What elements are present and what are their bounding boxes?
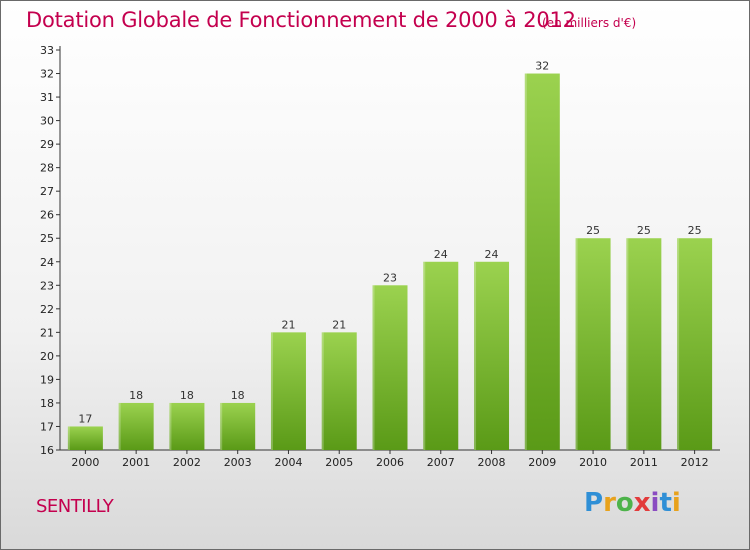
y-axis: 16 17 18 19 20 21 22 23 24 25 26 27 28 29 30 31 32 33 bbox=[40, 44, 61, 457]
bar-2008 bbox=[474, 261, 510, 450]
logo-letter: x bbox=[633, 488, 651, 518]
bar-highlight bbox=[474, 261, 477, 450]
y-tick-label: 33 bbox=[40, 44, 54, 57]
bar-highlight bbox=[626, 238, 629, 450]
bar-highlight bbox=[372, 285, 375, 450]
logo-letter: i bbox=[671, 488, 681, 518]
bar-highlight bbox=[169, 402, 172, 450]
bar-value-label: 25 bbox=[586, 224, 600, 237]
bar-2010 bbox=[575, 238, 611, 450]
x-tick-label: 2005 bbox=[325, 456, 353, 469]
y-tick-label: 17 bbox=[40, 420, 54, 433]
bar-2012 bbox=[677, 238, 713, 450]
logo-letter: o bbox=[615, 488, 634, 518]
logo-letter: t bbox=[659, 488, 672, 518]
bar-highlight bbox=[423, 261, 426, 450]
y-tick-label: 26 bbox=[40, 209, 54, 222]
x-axis: 2000 2001 2002 2003 2004 2005 2006 2007 2008 2009… bbox=[60, 449, 720, 469]
bar-value-label: 18 bbox=[180, 389, 194, 402]
bar-2002 bbox=[169, 402, 205, 450]
x-tick-label: 2009 bbox=[528, 456, 556, 469]
y-tick-label: 31 bbox=[40, 91, 54, 104]
bar-value-label: 25 bbox=[688, 224, 702, 237]
bar-value-label: 18 bbox=[231, 389, 245, 402]
x-tick-label: 2006 bbox=[376, 456, 404, 469]
x-tick-label: 2001 bbox=[122, 456, 150, 469]
y-tick-label: 22 bbox=[40, 303, 54, 316]
x-tick-label: 2002 bbox=[173, 456, 201, 469]
value-labels: 17 18 18 18 21 21 23 24 24 32 25 25 25 bbox=[78, 60, 701, 426]
y-tick-label: 27 bbox=[40, 185, 54, 198]
x-tick-label: 2000 bbox=[71, 456, 99, 469]
x-tick-label: 2008 bbox=[478, 456, 506, 469]
bar-highlight bbox=[67, 426, 70, 450]
bar-2007 bbox=[423, 261, 459, 450]
bar-highlight bbox=[220, 402, 223, 450]
bar-2006 bbox=[372, 285, 408, 450]
y-tick-label: 25 bbox=[40, 232, 54, 245]
y-tick-label: 24 bbox=[40, 256, 54, 269]
x-tick-label: 2003 bbox=[224, 456, 252, 469]
bar-value-label: 21 bbox=[281, 318, 295, 331]
x-tick-label: 2007 bbox=[427, 456, 455, 469]
y-tick-label: 18 bbox=[40, 397, 54, 410]
x-tick-label: 2004 bbox=[274, 456, 302, 469]
bar-highlight bbox=[524, 73, 527, 450]
y-tick-label: 30 bbox=[40, 115, 54, 128]
bar-2001 bbox=[118, 402, 154, 450]
bar-highlight bbox=[270, 332, 273, 450]
bar-2011 bbox=[626, 238, 662, 450]
bar-value-label: 24 bbox=[434, 248, 448, 261]
chart-title: Dotation Globale de Fonctionnement de 20… bbox=[26, 8, 576, 32]
bar-2003 bbox=[220, 402, 256, 450]
bar-highlight bbox=[321, 332, 324, 450]
logo-letter: i bbox=[650, 488, 660, 518]
y-tick-label: 29 bbox=[40, 138, 54, 151]
y-tick-label: 21 bbox=[40, 326, 54, 339]
bar-2004 bbox=[270, 332, 306, 450]
y-tick-label: 19 bbox=[40, 373, 54, 386]
bar-highlight bbox=[677, 238, 680, 450]
y-tick-label: 16 bbox=[40, 444, 54, 457]
bar-2005 bbox=[321, 332, 357, 450]
place-name: SENTILLY bbox=[36, 496, 114, 517]
proxiti-logo[interactable]: Proxiti bbox=[584, 488, 681, 518]
y-tick-label: 23 bbox=[40, 279, 54, 292]
bar-value-label: 21 bbox=[332, 318, 346, 331]
x-tick-label: 2011 bbox=[630, 456, 658, 469]
y-tick-label: 20 bbox=[40, 350, 54, 363]
bar-value-label: 17 bbox=[78, 412, 92, 425]
bar-highlight bbox=[118, 402, 121, 450]
bars bbox=[67, 73, 713, 450]
bar-value-label: 25 bbox=[637, 224, 651, 237]
bar-value-label: 23 bbox=[383, 271, 397, 284]
x-tick-label: 2012 bbox=[681, 456, 709, 469]
bar-2000 bbox=[67, 426, 103, 450]
chart-subtitle: (en milliers d'€) bbox=[542, 16, 637, 30]
bar-value-label: 32 bbox=[535, 60, 549, 73]
bar-2009 bbox=[524, 73, 560, 450]
bar-value-label: 24 bbox=[485, 248, 499, 261]
logo-letter: P bbox=[584, 488, 604, 518]
y-tick-label: 28 bbox=[40, 162, 54, 175]
logo-letter: r bbox=[603, 488, 616, 518]
bar-value-label: 18 bbox=[129, 389, 143, 402]
bar-highlight bbox=[575, 238, 578, 450]
x-tick-label: 2010 bbox=[579, 456, 607, 469]
y-tick-label: 32 bbox=[40, 68, 54, 81]
